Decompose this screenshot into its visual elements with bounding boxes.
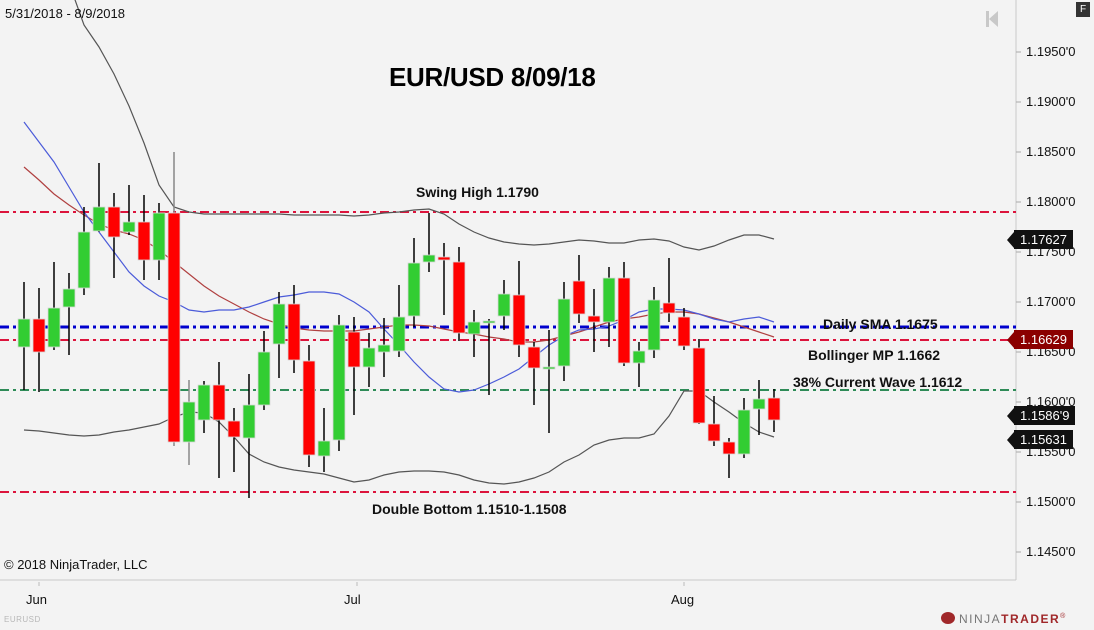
candle bbox=[47, 262, 61, 350]
candle bbox=[362, 333, 376, 387]
candle bbox=[392, 285, 406, 357]
candle bbox=[512, 261, 526, 357]
scroll-to-start-icon[interactable] bbox=[985, 10, 999, 28]
ninjatrader-logo-icon bbox=[941, 612, 955, 624]
candle bbox=[62, 273, 76, 355]
candle bbox=[422, 213, 436, 272]
candle bbox=[587, 289, 601, 352]
price-tick-label: 1.1700'0 bbox=[1026, 294, 1076, 309]
candle bbox=[692, 339, 706, 424]
candle bbox=[632, 342, 646, 387]
chart-frame bbox=[0, 0, 1017, 581]
month-label: Aug bbox=[671, 592, 695, 607]
candle bbox=[302, 345, 316, 467]
month-label: Jul bbox=[344, 592, 361, 607]
candle bbox=[332, 315, 346, 451]
candle bbox=[407, 238, 421, 327]
candle bbox=[527, 342, 541, 405]
candle bbox=[107, 193, 121, 278]
candle bbox=[227, 408, 241, 472]
candle bbox=[482, 319, 496, 395]
candle bbox=[647, 287, 661, 358]
price-tick-label: 1.1800'0 bbox=[1026, 194, 1076, 209]
axis-ticks bbox=[38, 51, 1021, 586]
candle bbox=[557, 282, 571, 381]
price-tick-label: 1.1600'0 bbox=[1026, 394, 1076, 409]
price-tick-label: 1.1850'0 bbox=[1026, 144, 1076, 159]
candle bbox=[617, 262, 631, 366]
candle bbox=[542, 330, 556, 433]
candle bbox=[92, 163, 106, 232]
candle bbox=[767, 389, 781, 432]
price-tag: 1.17627 bbox=[1007, 230, 1073, 250]
f-button[interactable]: F bbox=[1076, 2, 1090, 17]
candle bbox=[32, 288, 46, 392]
fib-38-label: 38% Current Wave 1.1612 bbox=[793, 374, 963, 390]
bollinger-mp-label: Bollinger MP 1.1662 bbox=[808, 347, 941, 363]
copyright-label: © 2018 NinjaTrader, LLC bbox=[4, 557, 148, 572]
price-tick-label: 1.1500'0 bbox=[1026, 494, 1076, 509]
candle bbox=[287, 285, 301, 373]
daily-sma-label: Daily SMA 1.1675 bbox=[823, 316, 938, 332]
double-bottom-label: Double Bottom 1.1510-1.1508 bbox=[372, 501, 567, 517]
date-range-label: 5/31/2018 - 8/9/2018 bbox=[5, 6, 125, 21]
price-tag: 1.15631 bbox=[1007, 429, 1073, 449]
candle bbox=[677, 308, 691, 350]
instrument-symbol: EURUSD bbox=[4, 615, 41, 624]
candle bbox=[497, 280, 511, 330]
candle bbox=[347, 317, 361, 415]
price-tag: 1.16629 bbox=[1007, 330, 1073, 350]
candle bbox=[602, 267, 616, 347]
price-tick-label: 1.1900'0 bbox=[1026, 94, 1076, 109]
bollinger-lower-line bbox=[23, 390, 775, 485]
chart-title: EUR/USD 8/09/18 bbox=[389, 62, 596, 92]
candle bbox=[467, 310, 481, 357]
candle bbox=[737, 398, 751, 458]
candle bbox=[197, 381, 211, 433]
candle bbox=[452, 247, 466, 341]
candle bbox=[572, 255, 586, 323]
candle bbox=[182, 380, 196, 465]
price-tag: 1.1586'9 bbox=[1006, 406, 1076, 426]
candle bbox=[377, 318, 391, 377]
candle bbox=[77, 207, 91, 295]
candle bbox=[122, 185, 136, 235]
candle bbox=[152, 203, 166, 280]
candle bbox=[752, 380, 766, 435]
bollinger-upper-line bbox=[74, 0, 775, 251]
candle bbox=[317, 408, 331, 472]
candle bbox=[212, 362, 226, 478]
candle bbox=[17, 282, 31, 390]
candle bbox=[722, 438, 736, 478]
swing-high-label: Swing High 1.1790 bbox=[416, 184, 539, 200]
candle bbox=[437, 243, 451, 315]
candle bbox=[257, 331, 271, 410]
candle bbox=[707, 396, 721, 446]
candlestick-series bbox=[17, 152, 781, 498]
candle bbox=[272, 292, 286, 378]
candle bbox=[167, 152, 181, 446]
candle bbox=[137, 195, 151, 280]
ninjatrader-logo: NINJATRADER® bbox=[941, 612, 1067, 626]
month-label: Jun bbox=[26, 592, 47, 607]
candle bbox=[662, 258, 676, 322]
price-tick-label: 1.1950'0 bbox=[1026, 44, 1076, 59]
candle bbox=[242, 374, 256, 498]
price-tick-label: 1.1450'0 bbox=[1026, 544, 1076, 559]
